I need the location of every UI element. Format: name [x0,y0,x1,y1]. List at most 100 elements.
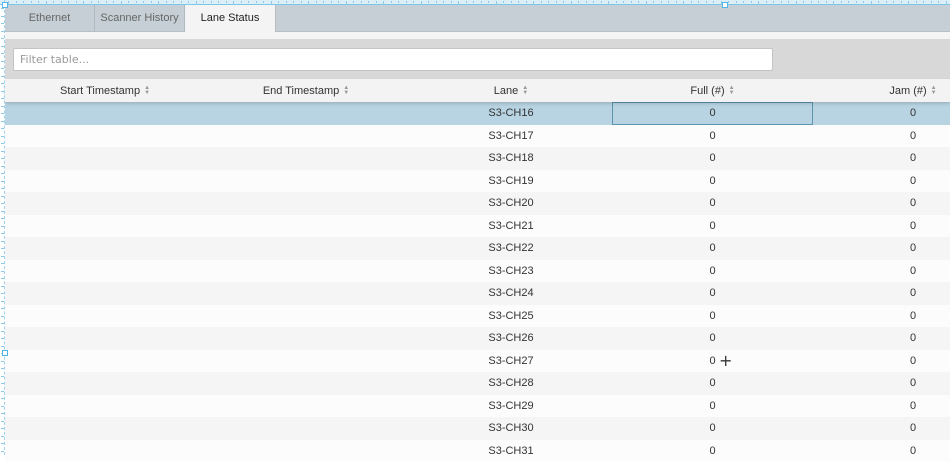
sort-icon[interactable]: ▲▼ [931,86,937,96]
table-cell[interactable]: S3-CH31 [410,440,612,462]
table-cell[interactable]: 0 [612,440,813,462]
table-cell[interactable]: 0 [813,170,950,193]
table-cell[interactable]: 0 [612,147,813,170]
table-cell[interactable]: S3-CH20 [410,192,612,215]
table-cell[interactable]: 0 [813,102,950,125]
table-cell[interactable] [205,260,407,283]
table-cell[interactable]: 0 [612,395,813,418]
table-cell[interactable]: S3-CH23 [410,260,612,283]
table-cell[interactable] [5,215,205,238]
table-cell[interactable]: 0 [813,305,950,328]
table-cell[interactable]: 0 [612,372,813,395]
table-cell[interactable]: S3-CH30 [410,417,612,440]
table-cell[interactable]: 0 [612,125,813,148]
table-cell[interactable]: 0 [612,102,813,125]
table-cell[interactable]: S3-CH18 [410,147,612,170]
table-cell[interactable]: 0 [612,327,813,350]
table-cell[interactable]: 0 [612,282,813,305]
table-cell[interactable]: 0 [813,372,950,395]
table-cell[interactable] [205,125,407,148]
sort-icon[interactable]: ▲▼ [729,86,735,96]
table-cell[interactable] [205,372,407,395]
table-cell[interactable] [205,440,407,462]
table-cell[interactable] [5,440,205,462]
table-cell[interactable] [5,170,205,193]
tab-scanner-history[interactable]: Scanner History [95,5,185,32]
sort-icon[interactable]: ▲▼ [343,86,349,96]
table-cell[interactable] [5,282,205,305]
table-cell[interactable] [5,395,205,418]
table-cell[interactable]: 0 [813,147,950,170]
table-cell[interactable]: 0 [612,192,813,215]
table-cell[interactable]: 0 [813,395,950,418]
table-cell[interactable]: S3-CH19 [410,170,612,193]
table-cell[interactable]: S3-CH17 [410,125,612,148]
table-cell[interactable] [5,102,205,125]
table-cell[interactable]: 0 [813,237,950,260]
table-cell[interactable] [5,125,205,148]
table-cell[interactable] [5,237,205,260]
table-cell[interactable] [205,282,407,305]
table-cell[interactable]: 0 [612,417,813,440]
table-cell[interactable] [205,395,407,418]
table-cell[interactable]: S3-CH22 [410,237,612,260]
table-cell[interactable] [5,350,205,373]
table-cell[interactable]: 0 [813,125,950,148]
table-cell[interactable]: 0 [813,215,950,238]
table-cell[interactable]: 0 [612,305,813,328]
resize-handle[interactable] [2,2,8,8]
table-cell[interactable]: 0 [813,282,950,305]
table-cell[interactable]: S3-CH16 [410,102,612,125]
column-header-jam[interactable]: Jam (#)▲▼ [813,79,950,102]
table-cell[interactable]: 0 [813,350,950,373]
column-header-start-timestamp[interactable]: Start Timestamp▲▼ [5,79,205,102]
table-cell[interactable] [5,147,205,170]
column-header-full[interactable]: Full (#)▲▼ [612,79,813,102]
table-cell[interactable]: 0 [813,440,950,462]
table-cell[interactable] [205,215,407,238]
table-cell[interactable] [205,102,407,125]
table-cell[interactable]: 0 [612,350,813,373]
column-header-lane[interactable]: Lane▲▼ [410,79,612,102]
table-cell[interactable] [205,192,407,215]
table-cell[interactable] [205,327,407,350]
table-cell[interactable] [205,170,407,193]
table-cell[interactable]: 0 [612,215,813,238]
tab-ethernet[interactable]: Ethernet [5,5,95,32]
filter-table-input[interactable] [13,48,773,71]
table-cell[interactable] [5,305,205,328]
resize-handle[interactable] [722,2,728,8]
table-cell[interactable] [205,350,407,373]
table-cell[interactable]: S3-CH24 [410,282,612,305]
table-cell[interactable]: 0 [813,417,950,440]
table-cell[interactable]: 0 [813,327,950,350]
column-header-end-timestamp[interactable]: End Timestamp▲▼ [205,79,407,102]
table-cell[interactable]: 0 [813,260,950,283]
table-cell[interactable]: S3-CH21 [410,215,612,238]
table-cell[interactable] [205,417,407,440]
table-cell[interactable]: 0 [813,192,950,215]
table-cell[interactable]: 0 [612,260,813,283]
table-cell[interactable] [5,327,205,350]
table-cell[interactable]: S3-CH25 [410,305,612,328]
table-cell[interactable] [205,147,407,170]
table-cell[interactable] [5,372,205,395]
tab-lane-status[interactable]: Lane Status [185,5,276,33]
table-cell[interactable]: S3-CH29 [410,395,612,418]
sort-icon[interactable]: ▲▼ [522,86,528,96]
table-cell[interactable]: S3-CH27 [410,350,612,373]
